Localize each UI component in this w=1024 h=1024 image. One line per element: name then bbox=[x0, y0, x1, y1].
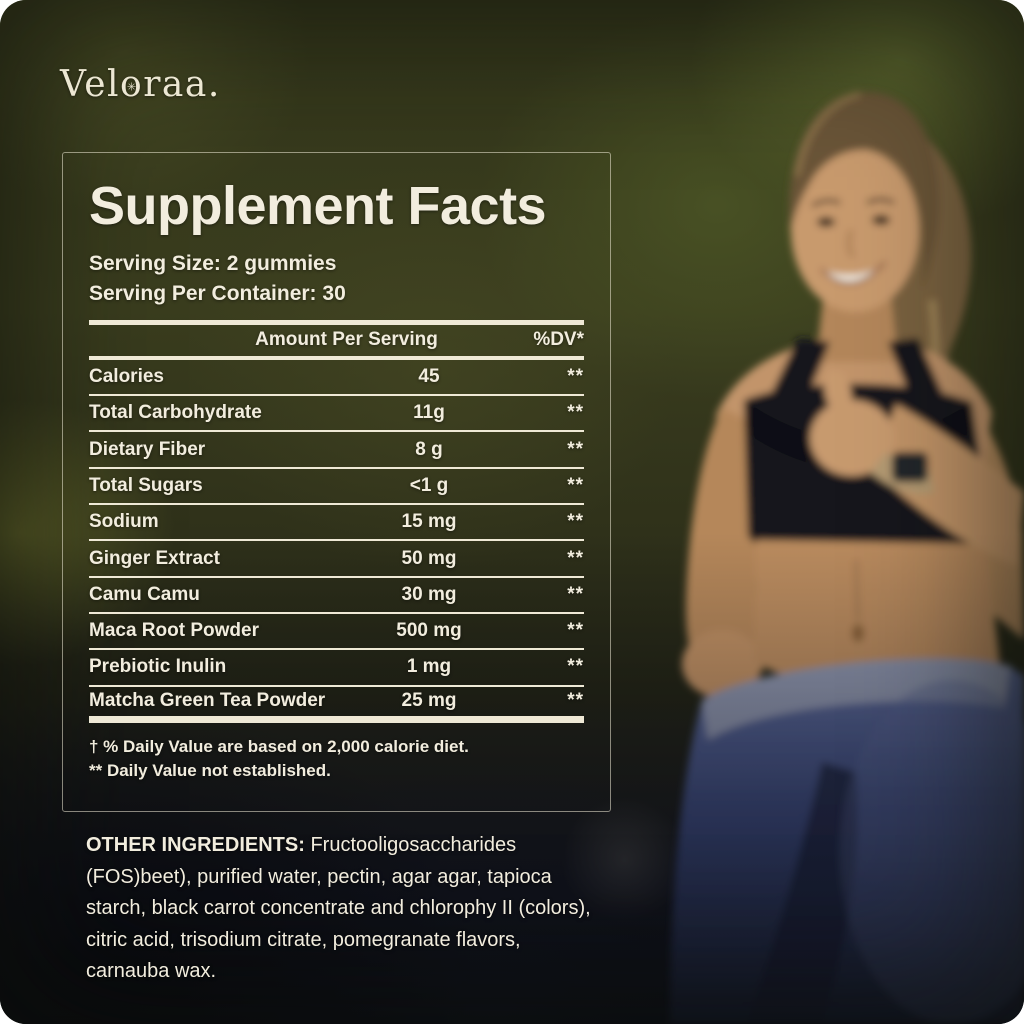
brand-text-pre: Vel bbox=[60, 64, 121, 105]
table-row: Camu Camu 30 mg ** bbox=[89, 578, 584, 614]
table-row: Matcha Green Tea Powder 25 mg ** bbox=[89, 687, 584, 724]
brand-logo: Velo ✳ raa. bbox=[60, 64, 221, 105]
serving-size: Serving Size: 2 gummies bbox=[89, 252, 337, 275]
nutrient-name: Prebiotic Inulin bbox=[89, 656, 227, 678]
nutrient-dv: ** bbox=[567, 620, 584, 642]
nutrient-dv: ** bbox=[567, 402, 584, 424]
nutrient-amount: 15 mg bbox=[401, 511, 457, 533]
footnote-daily-value: † % Daily Value are based on 2,000 calor… bbox=[89, 737, 469, 757]
facts-table-rows: Calories 45 ** Total Carbohydrate 11g **… bbox=[89, 360, 584, 724]
nutrient-dv: ** bbox=[567, 690, 584, 712]
nutrient-dv: ** bbox=[567, 583, 584, 605]
other-ingredients: OTHER INGREDIENTS: Fructooligosaccharide… bbox=[86, 830, 592, 988]
facts-table-header: Amount Per Serving %DV* bbox=[89, 319, 584, 360]
nutrient-name: Matcha Green Tea Powder bbox=[89, 690, 326, 712]
nutrient-amount: 25 mg bbox=[401, 690, 457, 712]
brand-letter-o-glyph: o bbox=[120, 64, 144, 105]
nutrient-name: Maca Root Powder bbox=[89, 620, 259, 642]
table-row: Sodium 15 mg ** bbox=[89, 505, 584, 542]
nutrient-dv: ** bbox=[567, 656, 584, 678]
serving-info: Serving Size: 2 gummies Serving Per Cont… bbox=[89, 249, 584, 310]
table-row: Prebiotic Inulin 1 mg ** bbox=[89, 650, 584, 687]
nutrient-amount: 30 mg bbox=[401, 583, 457, 605]
other-ingredients-text: Fructooligosaccharides (FOS)beet), purif… bbox=[86, 834, 591, 982]
other-ingredients-label: OTHER INGREDIENTS: bbox=[86, 834, 305, 856]
table-row: Total Sugars <1 g ** bbox=[89, 469, 584, 506]
amount-per-serving-header: Amount Per Serving bbox=[255, 329, 438, 351]
nutrient-amount: 50 mg bbox=[401, 547, 457, 569]
nutrient-dv: ** bbox=[567, 511, 584, 533]
nutrient-amount: 500 mg bbox=[396, 620, 462, 642]
panel-title: Supplement Facts bbox=[89, 176, 547, 236]
nutrient-name: Dietary Fiber bbox=[89, 438, 206, 460]
nutrient-dv: ** bbox=[567, 366, 584, 388]
table-row: Calories 45 ** bbox=[89, 360, 584, 397]
nutrient-name: Total Sugars bbox=[89, 474, 203, 496]
nutrient-name: Total Carbohydrate bbox=[89, 402, 262, 424]
nutrient-name: Ginger Extract bbox=[89, 547, 220, 569]
table-row: Dietary Fiber 8 g ** bbox=[89, 432, 584, 469]
servings-per-container: Serving Per Container: 30 bbox=[89, 282, 346, 306]
nutrient-dv: ** bbox=[567, 547, 584, 569]
brand-text-post: raa. bbox=[143, 64, 221, 105]
brand-ornament-icon: ✳ bbox=[127, 80, 137, 94]
footnote-not-established: ** Daily Value not established. bbox=[89, 761, 331, 781]
nutrient-amount: <1 g bbox=[409, 474, 449, 496]
table-row: Ginger Extract 50 mg ** bbox=[89, 541, 584, 578]
nutrient-name: Sodium bbox=[89, 511, 159, 533]
nutrient-amount: 8 g bbox=[415, 438, 443, 460]
footnotes: † % Daily Value are based on 2,000 calor… bbox=[89, 735, 584, 783]
nutrient-name: Calories bbox=[89, 366, 164, 388]
nutrient-name: Camu Camu bbox=[89, 583, 200, 605]
nutrient-amount: 11g bbox=[413, 402, 445, 424]
table-row: Maca Root Powder 500 mg ** bbox=[89, 614, 584, 651]
table-row: Total Carbohydrate 11g ** bbox=[89, 396, 584, 433]
nutrient-dv: ** bbox=[567, 438, 584, 460]
dv-header: %DV* bbox=[533, 329, 584, 351]
nutrient-amount: 1 mg bbox=[406, 656, 452, 678]
nutrient-dv: ** bbox=[567, 474, 584, 496]
brand-letter-o: o ✳ bbox=[120, 64, 143, 105]
supplement-facts-panel: Supplement Facts Serving Size: 2 gummies… bbox=[62, 152, 611, 812]
nutrient-amount: 45 bbox=[418, 366, 440, 388]
